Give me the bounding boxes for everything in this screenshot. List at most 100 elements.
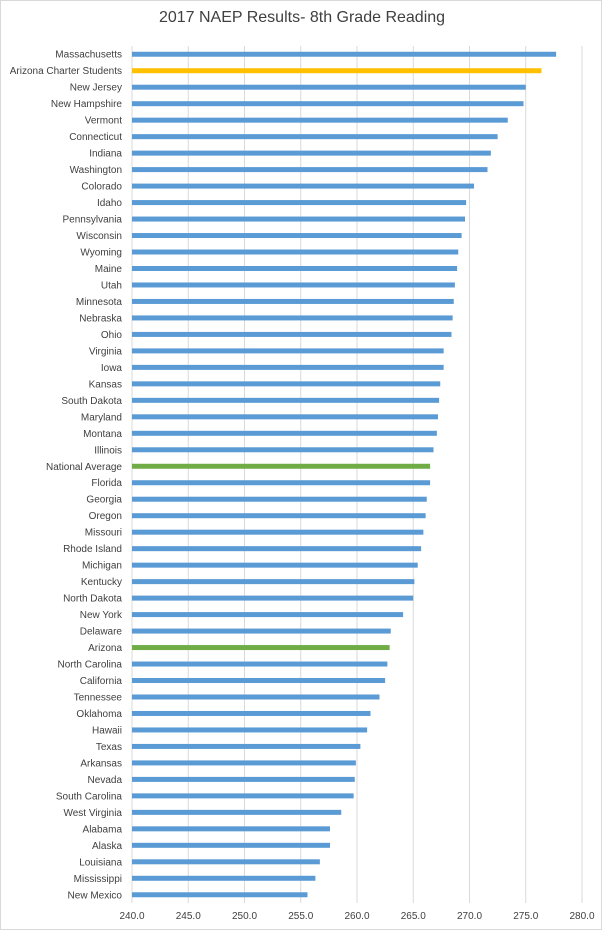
bar-alabama (132, 826, 330, 832)
category-label: Alaska (92, 841, 122, 852)
bar-connecticut (132, 134, 498, 140)
bar-maryland (132, 414, 438, 420)
category-label: Florida (91, 478, 122, 489)
category-label: South Dakota (61, 396, 122, 407)
category-label: Oklahoma (76, 709, 122, 720)
bar-vermont (132, 117, 508, 123)
bar-california (132, 678, 386, 684)
category-label: Delaware (80, 627, 123, 638)
category-label: Louisiana (79, 857, 122, 868)
category-label: National Average (46, 462, 122, 473)
category-label: New Jersey (70, 83, 122, 94)
bar-michigan (132, 562, 418, 568)
x-tick-label: 265.0 (401, 911, 426, 922)
bar-new-york (132, 612, 404, 618)
category-label: Maryland (81, 412, 122, 423)
category-label: Kansas (89, 379, 122, 390)
x-tick-label: 270.0 (457, 911, 482, 922)
category-label: Ohio (101, 330, 123, 341)
category-label: Alabama (83, 824, 123, 835)
bar-national-average (132, 463, 431, 469)
category-label: New Hampshire (51, 99, 123, 110)
bar-south-carolina (132, 793, 354, 799)
category-label: North Dakota (63, 594, 122, 605)
bar-new-mexico (132, 892, 308, 898)
category-label: Connecticut (69, 132, 122, 143)
x-tick-label: 260.0 (344, 911, 369, 922)
bar-minnesota (132, 298, 454, 304)
category-label: Virginia (89, 346, 123, 357)
bar-washington (132, 167, 488, 173)
bar-missouri (132, 529, 424, 535)
category-label: Georgia (86, 495, 122, 506)
category-label: Mississippi (74, 874, 122, 885)
bar-ohio (132, 331, 452, 337)
category-label: Oregon (89, 511, 122, 522)
x-tick-label: 255.0 (288, 911, 313, 922)
bar-maine (132, 265, 458, 271)
category-label: Illinois (94, 445, 122, 456)
bar-utah (132, 282, 455, 288)
category-label: Montana (83, 429, 122, 440)
category-label: Arkansas (80, 758, 122, 769)
bar-arkansas (132, 760, 356, 766)
x-tick-label: 245.0 (176, 911, 201, 922)
bar-nevada (132, 776, 355, 782)
bar-pennsylvania (132, 216, 465, 222)
bar-new-hampshire (132, 101, 524, 107)
bar-south-dakota (132, 397, 440, 403)
bar-iowa (132, 364, 444, 370)
category-label: Michigan (82, 561, 122, 572)
category-label: Colorado (81, 182, 122, 193)
category-label: Iowa (101, 363, 123, 374)
bar-georgia (132, 496, 427, 502)
bar-idaho (132, 200, 467, 206)
bar-montana (132, 430, 437, 436)
bar-mississippi (132, 875, 316, 881)
category-label: New York (80, 610, 123, 621)
bar-delaware (132, 628, 391, 634)
category-label: Indiana (89, 149, 122, 160)
x-tick-label: 250.0 (232, 911, 257, 922)
category-label: North Carolina (58, 660, 123, 671)
category-label: New Mexico (68, 890, 123, 901)
category-label: Wisconsin (76, 231, 122, 242)
chart-title: 2017 NAEP Results- 8th Grade Reading (158, 9, 446, 26)
bar-kansas (132, 381, 441, 387)
category-label: Idaho (97, 198, 122, 209)
bar-arizona-charter-students (132, 68, 542, 74)
category-label: Massachusetts (55, 50, 122, 61)
bar-alaska (132, 842, 330, 848)
category-label: Utah (101, 280, 122, 291)
x-tick-label: 280.0 (569, 911, 594, 922)
category-label: Nebraska (79, 313, 122, 324)
bar-texas (132, 743, 361, 749)
category-label: Vermont (85, 116, 122, 127)
category-label: Arizona (88, 643, 122, 654)
bar-oregon (132, 513, 426, 519)
bar-hawaii (132, 727, 368, 733)
category-label: West Virginia (63, 808, 122, 819)
bar-louisiana (132, 859, 320, 865)
category-label: Pennsylvania (63, 215, 123, 226)
category-label: Missouri (85, 528, 122, 539)
category-label: Minnesota (76, 297, 123, 308)
bar-massachusetts (132, 51, 557, 57)
category-label: Washington (70, 165, 122, 176)
bar-rhode-island (132, 546, 422, 552)
bar-kentucky (132, 579, 415, 585)
bar-illinois (132, 447, 434, 453)
x-tick-label: 275.0 (513, 911, 538, 922)
bar-colorado (132, 183, 474, 189)
bar-new-jersey (132, 84, 526, 90)
category-label: Kentucky (81, 577, 122, 588)
bar-wisconsin (132, 233, 462, 239)
category-label: Texas (96, 742, 122, 753)
bars (132, 51, 557, 898)
category-label: Maine (95, 264, 123, 275)
category-labels: Massachusetts Arizona Charter Students New… (10, 50, 123, 902)
category-label: Arizona Charter Students (10, 66, 122, 77)
bar-oklahoma (132, 710, 371, 716)
